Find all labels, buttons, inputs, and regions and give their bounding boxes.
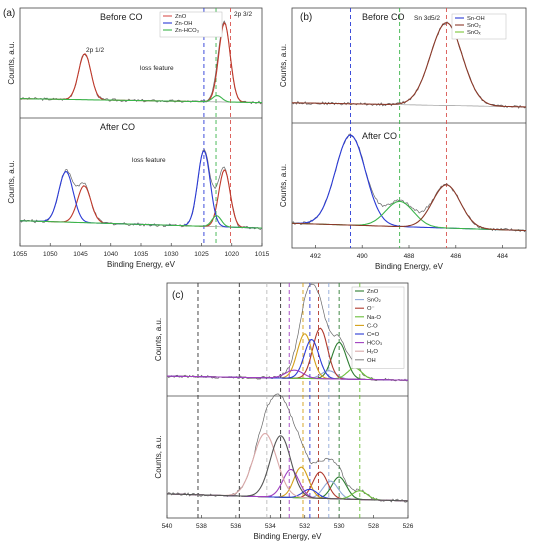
x-axis-label: Binding Energy, eV <box>107 260 176 269</box>
y-axis-label: Counts, a.u. <box>7 41 16 84</box>
x-tick-label: 1020 <box>225 251 240 258</box>
x-tick-label: 1040 <box>104 251 119 258</box>
x-tick-label: 1045 <box>73 251 88 258</box>
x-axis-label: Binding Energy, eV <box>375 262 444 271</box>
series-zn-hco3-top <box>19 95 262 104</box>
y-axis-label: Counts, a.u. <box>7 160 16 203</box>
x-tick-label: 528 <box>368 523 379 530</box>
series-oh-bottom <box>167 435 408 502</box>
legend-entry: C=O <box>367 332 380 338</box>
annotation: 2p 3/2 <box>234 11 252 18</box>
legend-entry: Zn-OH <box>175 21 192 27</box>
x-tick-label: 530 <box>334 523 345 530</box>
legend-entry: SnOₓ <box>467 30 481 36</box>
annotation: 2p 1/2 <box>86 47 104 54</box>
legend-entry: Na-O <box>367 315 381 321</box>
y-axis-label: Counts, a.u. <box>279 44 288 87</box>
x-tick-label: 1055 <box>13 251 28 258</box>
legend-entry: ZnO <box>175 14 187 20</box>
legend-entry: Sn-OH <box>467 16 485 22</box>
x-tick-label: 1030 <box>164 251 179 258</box>
legend-entry: O⁻ <box>367 306 375 312</box>
legend-entry: SnO₂ <box>367 298 381 304</box>
x-tick-label: 1035 <box>134 251 149 258</box>
panel-frame <box>291 7 527 249</box>
panel-0: (a) 1055 1050 1045 1040 1035 1030 1025 1020 1015 B… <box>3 7 270 269</box>
half-label: After CO <box>100 122 135 132</box>
x-tick-label: 492 <box>310 253 321 260</box>
x-tick-label: 1025 <box>194 251 209 258</box>
legend-entry: Zn-HCO₃ <box>175 28 200 34</box>
legend-entry: OH <box>367 358 376 364</box>
series-zn-hco3-bottom <box>19 215 263 229</box>
legend-entry: SnO₂ <box>467 23 481 29</box>
legend-entry: H₂O <box>367 349 378 355</box>
panel-label: (b) <box>300 12 312 23</box>
x-tick-label: 486 <box>450 253 461 260</box>
half-label: After CO <box>362 131 397 141</box>
x-tick-label: 1050 <box>43 251 58 258</box>
annotation: loss feature <box>132 157 166 164</box>
x-tick-label: 526 <box>403 523 414 530</box>
x-axis-label: Binding Energy, eV <box>254 532 323 541</box>
legend-entry: HCO₃ <box>367 341 383 347</box>
legend-box <box>351 286 405 369</box>
x-tick-label: 488 <box>404 253 415 260</box>
legend-entry: ZnO <box>367 289 379 295</box>
panel-label: (c) <box>172 290 184 301</box>
half-label: Before CO <box>362 12 405 22</box>
x-tick-label: 484 <box>497 253 508 260</box>
x-tick-label: 536 <box>230 523 241 530</box>
series-sno2-top <box>292 22 526 108</box>
series-hco3-top <box>167 369 408 381</box>
x-tick-label: 532 <box>299 523 310 530</box>
x-tick-label: 534 <box>265 523 276 530</box>
x-tick-label: 538 <box>196 523 207 530</box>
annotation: loss feature <box>140 65 174 72</box>
annotation: Sn 3d5/2 <box>414 15 440 22</box>
panel-label: (a) <box>3 8 15 19</box>
x-tick-label: 1015 <box>255 251 270 258</box>
y-axis-label: Counts, a.u. <box>279 164 288 207</box>
panel-2: (c) 540 538 536 534 532 530 528 526 Binding Energ… <box>154 282 414 541</box>
y-axis-label: Counts, a.u. <box>154 435 163 478</box>
x-tick-label: 540 <box>162 523 173 530</box>
half-label: Before CO <box>100 12 143 22</box>
panel-1: (b) 492 490 488 486 484 Binding Energy, eV Coun… <box>279 7 527 271</box>
series-sno2-bottom <box>292 184 526 232</box>
panel-frame <box>19 7 263 247</box>
x-tick-label: 490 <box>357 253 368 260</box>
legend-entry: C-O <box>367 323 378 329</box>
y-axis-label: Counts, a.u. <box>154 318 163 361</box>
